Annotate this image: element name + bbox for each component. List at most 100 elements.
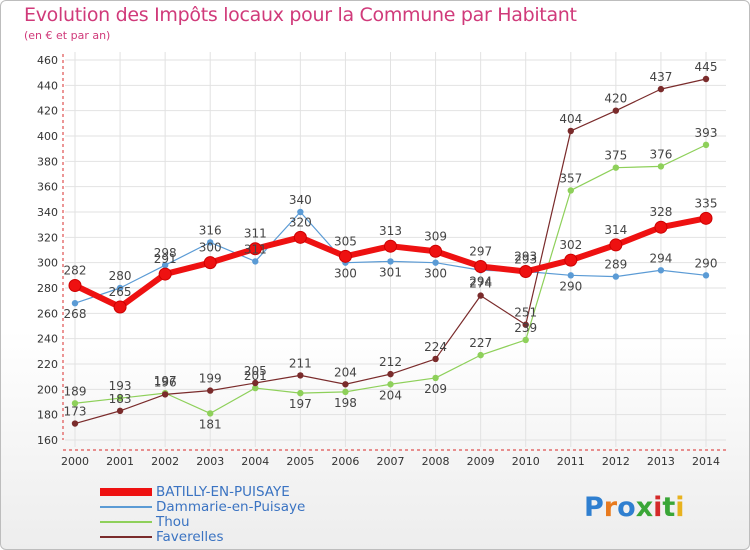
data-label-dammarie-en-puisaye: 311	[244, 242, 267, 256]
data-point-thou	[207, 410, 214, 417]
y-tick-label: 180	[37, 409, 58, 422]
data-point-faverelles	[71, 420, 79, 427]
data-label-faverelles: 224	[424, 340, 447, 354]
logo-letter: P	[584, 492, 604, 523]
data-label-thou: 393	[695, 126, 718, 140]
data-label-dammarie-en-puisaye: 290	[695, 256, 718, 270]
data-label-thou: 181	[199, 417, 222, 431]
x-tick-label: 2010	[512, 455, 540, 468]
data-point-dammarie-en-puisaye	[432, 259, 439, 266]
data-point-dammarie-en-puisaye	[612, 273, 620, 280]
data-label-thou: 209	[424, 382, 447, 396]
data-label-faverelles: 437	[649, 70, 672, 84]
data-point-faverelles	[297, 372, 304, 379]
x-tick-label: 2012	[602, 455, 630, 468]
logo-letter: t	[662, 492, 676, 523]
data-label-batilly-en-puisaye: 305	[334, 234, 357, 248]
data-point-dammarie-en-puisaye	[567, 272, 574, 279]
x-tick-label: 2003	[196, 455, 224, 468]
y-tick-label: 320	[37, 231, 58, 244]
data-label-batilly-en-puisaye: 311	[244, 227, 267, 241]
data-label-dammarie-en-puisaye: 316	[199, 223, 222, 237]
data-point-faverelles	[567, 127, 574, 135]
data-point-batilly-en-puisaye	[293, 230, 307, 244]
data-point-batilly-en-puisaye	[519, 265, 533, 279]
data-point-batilly-en-puisaye	[158, 267, 172, 281]
data-label-thou: 198	[334, 396, 357, 410]
data-point-thou	[387, 381, 394, 388]
data-point-faverelles	[116, 407, 124, 415]
data-point-thou	[116, 395, 124, 402]
x-tick-label: 2008	[422, 455, 450, 468]
data-label-faverelles: 199	[199, 372, 222, 386]
data-point-dammarie-en-puisaye	[116, 284, 124, 292]
data-point-dammarie-en-puisaye	[657, 267, 665, 274]
data-label-faverelles: 211	[289, 356, 312, 370]
data-point-thou	[522, 336, 529, 344]
data-label-batilly-en-puisaye: 328	[649, 205, 672, 219]
data-label-batilly-en-puisaye: 297	[469, 244, 492, 258]
x-tick-label: 2009	[467, 455, 495, 468]
data-point-dammarie-en-puisaye	[71, 300, 79, 307]
legend-swatch	[100, 506, 152, 508]
data-point-thou	[657, 163, 665, 170]
data-point-faverelles	[657, 85, 665, 93]
data-point-batilly-en-puisaye	[474, 259, 488, 273]
data-point-thou	[342, 388, 349, 396]
data-label-faverelles: 404	[559, 112, 582, 126]
data-point-batilly-en-puisaye	[68, 278, 82, 292]
data-point-batilly-en-puisaye	[384, 239, 397, 253]
data-label-thou: 375	[604, 149, 627, 163]
chart-subtitle: (en € et par an)	[24, 29, 111, 42]
data-point-batilly-en-puisaye	[564, 253, 578, 267]
legend-label: Faverelles	[156, 529, 224, 545]
y-tick-label: 300	[37, 257, 58, 270]
data-point-batilly-en-puisaye	[699, 211, 713, 225]
logo-letter: x	[635, 492, 654, 523]
data-point-faverelles	[342, 381, 349, 388]
data-label-thou: 357	[559, 171, 582, 185]
y-tick-label: 160	[37, 434, 58, 447]
legend-label: BATILLY-EN-PUISAYE	[156, 484, 290, 500]
data-label-faverelles: 173	[64, 405, 87, 419]
data-label-batilly-en-puisaye: 293	[514, 250, 537, 264]
x-tick-label: 2001	[106, 455, 134, 468]
data-label-thou: 193	[109, 379, 132, 393]
data-point-dammarie-en-puisaye	[297, 208, 304, 216]
data-point-faverelles	[477, 292, 484, 299]
data-point-thou	[297, 389, 304, 397]
data-label-dammarie-en-puisaye: 294	[469, 274, 492, 288]
data-point-batilly-en-puisaye	[429, 244, 443, 258]
data-label-batilly-en-puisaye: 265	[109, 285, 132, 299]
y-tick-label: 360	[37, 181, 58, 194]
data-point-batilly-en-puisaye	[113, 300, 127, 314]
x-tick-label: 2004	[241, 455, 269, 468]
logo-letter: i	[675, 492, 685, 523]
data-point-batilly-en-puisaye	[654, 220, 668, 234]
data-label-faverelles: 205	[244, 364, 267, 378]
y-tick-label: 260	[37, 307, 58, 320]
data-label-batilly-en-puisaye: 335	[695, 196, 718, 210]
data-label-batilly-en-puisaye: 300	[199, 241, 222, 255]
data-label-dammarie-en-puisaye: 289	[604, 258, 627, 272]
data-label-thou: 227	[469, 336, 492, 350]
y-tick-label: 200	[37, 383, 58, 396]
data-point-faverelles	[432, 355, 439, 363]
data-point-faverelles	[387, 370, 394, 378]
data-point-thou	[71, 400, 79, 407]
logo-letter: i	[653, 492, 663, 523]
data-label-faverelles: 274	[469, 277, 492, 291]
data-point-faverelles	[161, 391, 169, 398]
data-point-dammarie-en-puisaye	[387, 258, 394, 265]
chart-title: Evolution des Impôts locaux pour la Comm…	[24, 4, 577, 26]
data-point-faverelles	[522, 321, 529, 328]
data-point-thou	[432, 374, 439, 382]
data-label-batilly-en-puisaye: 320	[289, 215, 312, 229]
logo-letter: o	[617, 492, 636, 523]
x-tick-label: 2000	[61, 455, 89, 468]
data-point-dammarie-en-puisaye	[702, 272, 710, 279]
data-point-faverelles	[252, 379, 259, 387]
data-point-batilly-en-puisaye	[338, 249, 352, 263]
data-label-faverelles: 420	[604, 92, 627, 106]
